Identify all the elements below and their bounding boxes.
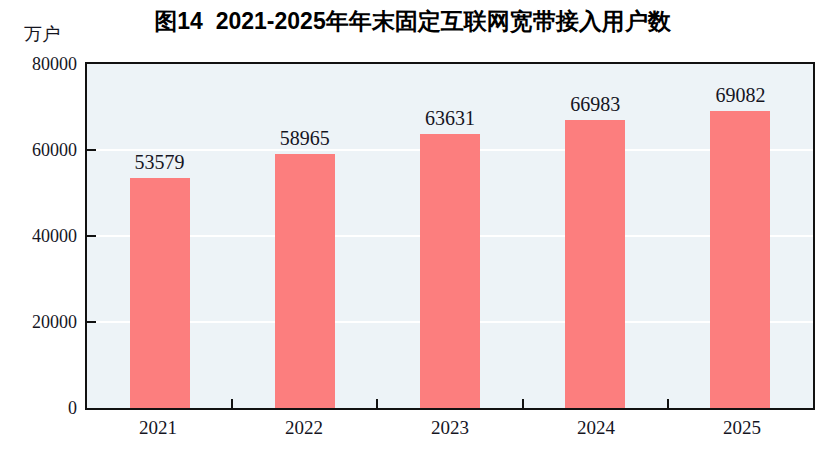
x-axis-tick <box>231 399 233 408</box>
chart-title: 图14 2021-2025年年末固定互联网宽带接入用户数 <box>0 6 825 37</box>
y-axis-tick-label: 40000 <box>0 225 77 247</box>
x-axis-tick-label: 2023 <box>377 417 523 439</box>
y-axis-tick <box>87 235 96 237</box>
bar-value-label: 58965 <box>232 128 377 148</box>
bar-chart: 图14 2021-2025年年末固定互联网宽带接入用户数 万户 53579589… <box>0 0 825 459</box>
x-axis-tick <box>522 399 524 408</box>
bar-value-label: 69082 <box>668 85 813 105</box>
y-axis-tick <box>87 321 96 323</box>
x-axis-tick-label: 2024 <box>523 417 669 439</box>
bar-value-label: 53579 <box>87 152 232 172</box>
x-axis-tick <box>376 399 378 408</box>
bar-value-label: 66983 <box>523 94 668 114</box>
y-axis-unit-label: 万户 <box>24 22 60 46</box>
y-axis-tick-label: 0 <box>0 397 77 419</box>
y-axis-tick-label: 80000 <box>0 53 77 75</box>
x-axis-tick-label: 2025 <box>669 417 815 439</box>
x-axis-tick-label: 2022 <box>231 417 377 439</box>
y-axis-tick-label: 20000 <box>0 311 77 333</box>
plot-area: 5357958965636316698369082 <box>85 62 815 410</box>
bar-2022 <box>275 154 335 408</box>
bar-2025 <box>710 111 770 408</box>
bar-2024 <box>565 120 625 408</box>
y-axis-tick-label: 60000 <box>0 139 77 161</box>
x-axis-tick-labels: 20212022202320242025 <box>85 417 815 439</box>
x-axis-tick-label: 2021 <box>85 417 231 439</box>
x-axis-tick <box>667 399 669 408</box>
bar-2021 <box>130 178 190 408</box>
bar-2023 <box>420 134 480 408</box>
bar-value-label: 63631 <box>377 108 522 128</box>
